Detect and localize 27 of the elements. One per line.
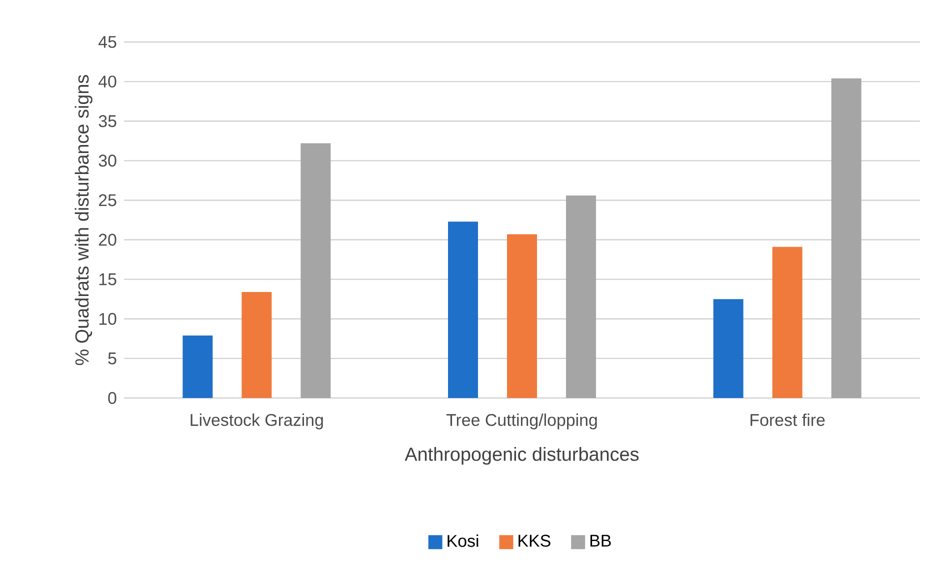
bar [831,78,862,398]
y-tick-label: 5 [108,352,116,364]
y-tick-label: 40 [98,76,116,88]
y-tick-label: 45 [98,36,116,48]
y-tick-label: 15 [99,273,116,286]
bar [566,195,596,398]
x-tick-label: Forest fire [750,414,825,426]
y-axis-title: % Quadrats with disturbance signs [74,75,92,366]
bar [713,299,744,398]
bar [242,292,272,398]
bar [507,234,537,398]
x-tick-label: Livestock Grazing [190,414,323,430]
bar [772,246,802,398]
x-axis-title: Anthropogenic disturbances [404,447,639,465]
legend-label: Kosi [448,534,478,547]
bar [182,336,213,398]
y-tick-label: 30 [98,154,116,167]
y-tick-label: 35 [98,115,116,128]
y-tick-label: 25 [98,194,116,206]
bar [448,222,478,398]
y-tick-label: 0 [108,392,116,404]
bar [300,143,331,398]
y-tick-label: 10 [99,312,116,325]
legend-label: BB [590,534,611,546]
y-tick-label: 20 [98,234,116,246]
x-tick-label: Tree Cutting/lopping [446,414,597,430]
legend-label: KKS [518,534,550,547]
